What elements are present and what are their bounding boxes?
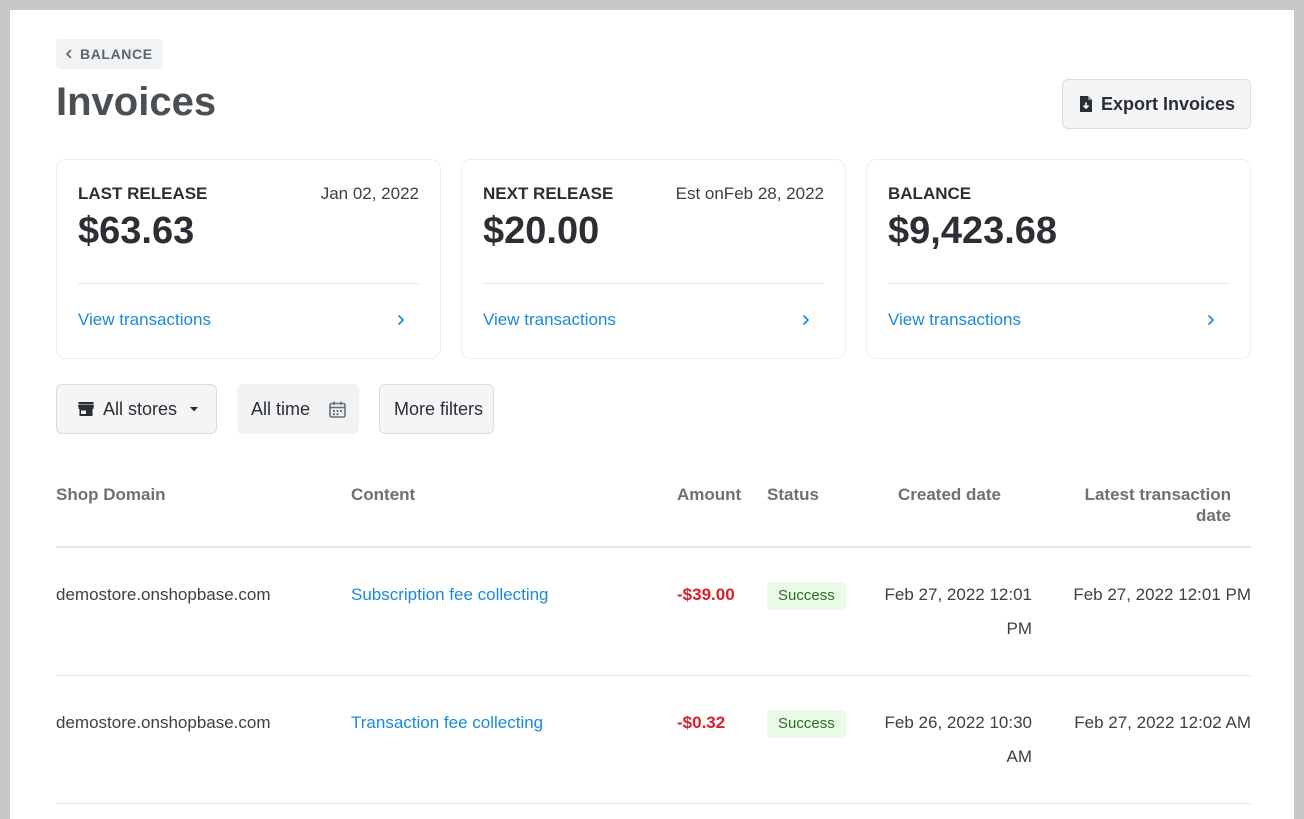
content-link[interactable]: Subscription fee collecting	[351, 585, 549, 604]
all-stores-dropdown[interactable]: All stores	[56, 384, 217, 434]
column-latest-transaction-date[interactable]: Latest transaction date	[1085, 484, 1231, 526]
table-row[interactable]: demostore.onshopbase.com Subscription fe…	[56, 548, 1251, 676]
column-created-date[interactable]: Created date	[898, 485, 1001, 504]
card-label: BALANCE	[888, 184, 972, 203]
chevron-right-icon	[803, 315, 809, 325]
card-label: NEXT RELEASE	[483, 184, 614, 203]
back-to-balance-button[interactable]: BALANCE	[56, 39, 163, 69]
store-icon	[78, 402, 94, 416]
latest-transaction-date-cell: Feb 27, 2022 12:01 PM	[1073, 585, 1251, 604]
table-row[interactable]: demostore.onshopbase.com Transaction fee…	[56, 676, 1251, 804]
created-date-line2: AM	[1006, 747, 1033, 766]
view-transactions-link[interactable]: View transactions	[78, 310, 419, 330]
card-next-release: NEXT RELEASE Est onFeb 28, 2022 $20.00 V…	[461, 159, 846, 359]
all-time-label: All time	[251, 398, 311, 419]
table-header: Shop Domain Content Amount Status Create…	[56, 480, 1251, 548]
column-amount[interactable]: Amount	[677, 485, 742, 504]
view-transactions-label: View transactions	[78, 310, 211, 329]
shop-domain-cell: demostore.onshopbase.com	[56, 585, 271, 604]
chevron-right-icon	[1208, 315, 1214, 325]
card-amount: $20.00	[483, 210, 600, 252]
card-last-release: LAST RELEASE Jan 02, 2022 $63.63 View tr…	[56, 159, 441, 359]
caret-down-icon	[190, 407, 199, 412]
invoices-table: Shop Domain Content Amount Status Create…	[56, 480, 1251, 804]
export-invoices-button[interactable]: Export Invoices	[1062, 79, 1251, 129]
page-title: Invoices	[56, 80, 217, 124]
shop-domain-cell: demostore.onshopbase.com	[56, 713, 271, 732]
card-date: Jan 02, 2022	[320, 184, 419, 203]
export-label: Export Invoices	[1100, 93, 1236, 114]
created-date-cell: Feb 26, 2022 10:30 AM	[876, 706, 1032, 774]
created-date-line1: Feb 27, 2022 12:01	[884, 585, 1032, 604]
card-divider	[483, 283, 824, 284]
status-badge: Success	[767, 710, 846, 738]
app-frame: BALANCE Invoices Export Invoices LAST RE…	[10, 10, 1294, 819]
status-badge: Success	[767, 582, 846, 610]
created-date-line2: PM	[1006, 619, 1033, 638]
column-latest-line1: Latest transaction	[1084, 485, 1231, 504]
back-label: BALANCE	[80, 46, 153, 62]
card-amount: $9,423.68	[888, 210, 1058, 252]
calendar-icon	[329, 401, 346, 418]
file-export-icon	[1079, 96, 1092, 112]
column-content[interactable]: Content	[351, 485, 416, 504]
more-filters-button[interactable]: More filters	[379, 384, 494, 434]
card-divider	[78, 283, 419, 284]
all-stores-label: All stores	[103, 398, 178, 419]
view-transactions-link[interactable]: View transactions	[888, 310, 1229, 330]
chevron-right-icon	[398, 315, 404, 325]
summary-cards: LAST RELEASE Jan 02, 2022 $63.63 View tr…	[56, 159, 1251, 359]
card-amount: $63.63	[78, 210, 195, 252]
chevron-left-icon	[66, 49, 72, 59]
card-divider	[888, 283, 1229, 284]
view-transactions-link[interactable]: View transactions	[483, 310, 824, 330]
column-latest-line2: date	[1196, 506, 1231, 525]
column-shop-domain[interactable]: Shop Domain	[56, 485, 166, 504]
view-transactions-label: View transactions	[483, 310, 616, 329]
more-filters-label: More filters	[394, 398, 484, 419]
filter-bar: All stores All time More filte	[56, 384, 494, 434]
card-balance: BALANCE $9,423.68 View transactions	[866, 159, 1251, 359]
created-date-cell: Feb 27, 2022 12:01 PM	[876, 578, 1032, 646]
amount-cell: -$39.00	[677, 585, 735, 604]
latest-transaction-date-cell: Feb 27, 2022 12:02 AM	[1074, 713, 1251, 732]
content-link[interactable]: Transaction fee collecting	[351, 713, 544, 732]
view-transactions-label: View transactions	[888, 310, 1021, 329]
amount-cell: -$0.32	[677, 713, 726, 732]
card-label: LAST RELEASE	[78, 184, 208, 203]
column-status[interactable]: Status	[767, 485, 819, 504]
created-date-line1: Feb 26, 2022 10:30	[884, 713, 1032, 732]
all-time-date-picker[interactable]: All time	[237, 384, 359, 434]
card-date: Est onFeb 28, 2022	[675, 184, 824, 203]
